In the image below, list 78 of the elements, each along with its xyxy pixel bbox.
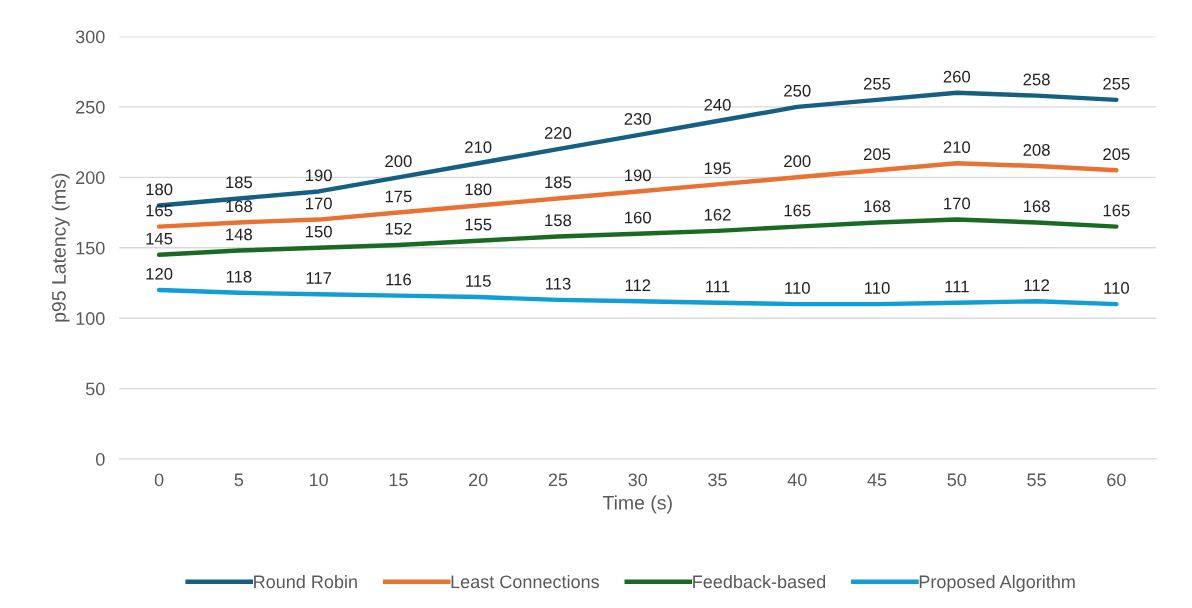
data-label: 116 <box>386 273 411 286</box>
data-label: 118 <box>226 270 252 283</box>
x-tick-label: 25 <box>548 473 568 487</box>
data-label: 148 <box>226 228 253 241</box>
x-tick-label: 60 <box>1107 473 1126 487</box>
x-tick-label: 15 <box>389 473 408 487</box>
data-label: 205 <box>863 148 891 161</box>
data-label: 158 <box>545 214 572 227</box>
y-tick-label: 0 <box>95 452 105 466</box>
data-label: 165 <box>1103 204 1130 217</box>
data-label: 165 <box>146 204 173 217</box>
data-label: 230 <box>624 113 651 125</box>
data-label: 170 <box>306 197 332 210</box>
data-label: 110 <box>1104 282 1129 294</box>
data-label: 185 <box>226 176 253 189</box>
x-tick-label: 50 <box>947 473 967 487</box>
x-tick-label: 0 <box>154 473 164 487</box>
data-label: 110 <box>865 282 890 294</box>
data-label: 170 <box>944 197 971 210</box>
legend-label: Feedback-based <box>693 574 826 589</box>
y-tick-label: 250 <box>76 100 105 114</box>
data-label: 168 <box>864 200 891 213</box>
data-label: 168 <box>1023 200 1050 213</box>
data-label: 240 <box>704 98 731 111</box>
data-label: 258 <box>1023 73 1050 86</box>
data-label: 120 <box>146 267 173 280</box>
x-axis-title: Time (s) <box>602 495 672 514</box>
data-label: 250 <box>784 84 811 97</box>
data-label: 113 <box>545 277 571 290</box>
data-label: 155 <box>465 218 492 231</box>
x-tick-label: 40 <box>787 473 807 487</box>
data-label: 180 <box>465 183 492 196</box>
y-tick-label: 50 <box>85 382 105 396</box>
data-label: 205 <box>1103 148 1130 161</box>
data-label: 112 <box>625 279 651 291</box>
x-tick-label: 55 <box>1027 473 1046 487</box>
data-label: 152 <box>385 222 412 235</box>
data-label: 117 <box>306 272 332 284</box>
x-tick-label: 5 <box>234 473 244 487</box>
y-axis-title: p95 Latency (ms) <box>51 173 70 322</box>
data-label: 255 <box>863 77 891 90</box>
data-label: 111 <box>706 280 730 293</box>
legend-label: Proposed Algorithm <box>919 574 1075 592</box>
x-tick-label: 20 <box>469 473 488 487</box>
x-tick-label: 35 <box>708 473 727 487</box>
y-tick-label: 200 <box>76 171 105 185</box>
x-tick-label: 45 <box>867 473 887 487</box>
data-label: 168 <box>226 200 253 213</box>
data-label: 180 <box>146 183 173 196</box>
legend-label: Round Robin <box>254 574 357 589</box>
data-label: 111 <box>945 280 969 293</box>
data-label: 150 <box>306 225 332 238</box>
data-label: 190 <box>625 169 651 182</box>
data-label: 208 <box>1023 144 1050 156</box>
data-label: 175 <box>385 190 412 203</box>
x-tick-label: 30 <box>628 473 648 487</box>
data-label: 255 <box>1103 77 1130 90</box>
data-label: 220 <box>544 127 572 139</box>
data-label: 190 <box>306 169 332 182</box>
data-label: 162 <box>704 208 731 221</box>
data-label: 210 <box>465 141 492 154</box>
legend-label: Least Connections <box>451 574 600 589</box>
data-label: 110 <box>785 282 810 294</box>
y-tick-label: 300 <box>75 30 105 44</box>
data-label: 165 <box>784 204 811 217</box>
y-tick-label: 150 <box>76 241 105 255</box>
data-label: 200 <box>784 155 811 168</box>
data-label: 185 <box>545 176 572 189</box>
data-label: 160 <box>625 211 651 224</box>
data-label: 195 <box>704 162 731 175</box>
data-label: 115 <box>466 275 491 287</box>
data-label: 210 <box>943 141 971 154</box>
data-label: 145 <box>146 232 173 245</box>
data-label: 260 <box>943 70 971 83</box>
data-label: 112 <box>1024 279 1050 291</box>
data-label: 200 <box>385 155 412 168</box>
y-tick-label: 100 <box>76 312 105 325</box>
x-tick-label: 10 <box>309 473 328 487</box>
